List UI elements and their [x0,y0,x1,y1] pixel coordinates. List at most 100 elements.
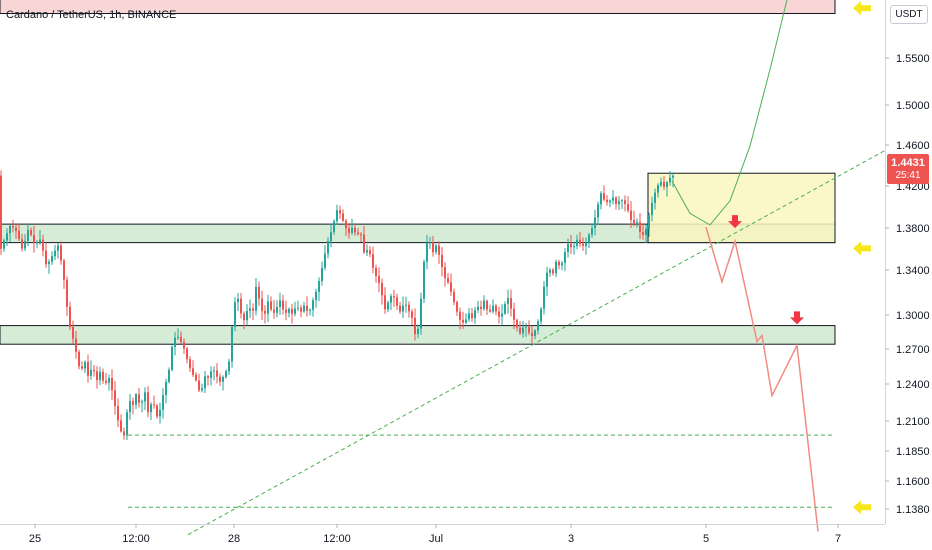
candle [360,234,362,236]
projection-down [705,226,819,532]
candle [168,369,170,382]
candle [528,326,530,333]
candle [378,276,380,283]
time-tick-label: 28 [228,533,240,545]
zone-2 [0,0,836,15]
candle [387,302,389,310]
candle [477,306,479,311]
candle [351,227,353,233]
candle [423,261,425,299]
candle [258,286,260,299]
candle [192,368,194,375]
candle [390,296,392,303]
candle [24,240,26,249]
candle [288,308,290,313]
candle [624,200,626,205]
left-arrow-icon-1 [853,241,871,256]
candles [0,170,674,441]
candle [492,305,494,312]
candle [339,210,341,214]
candle [651,202,653,216]
candle [558,261,560,266]
price-tick-label: 1.1850 [896,446,930,458]
price-tick-label: 1.2700 [896,344,930,356]
candle [411,311,413,318]
candle [0,175,2,249]
candle [507,298,509,304]
candle [273,309,275,313]
candle [213,370,215,372]
candle [114,390,116,407]
candle [333,221,335,233]
candle [486,300,488,310]
candle [81,366,83,369]
candle [567,243,569,252]
price-tick-label: 1.2100 [896,416,930,428]
candle [336,210,338,222]
candle [276,306,278,313]
candle [420,298,422,329]
candle [138,394,140,403]
candle [534,330,536,336]
candle [384,295,386,310]
candle [132,401,134,405]
candle [60,245,62,261]
last-price: 1.4431 [891,157,925,169]
candle [408,304,410,312]
candle [399,305,401,312]
candle [96,371,98,381]
candle [306,305,308,311]
candle [468,313,470,320]
candle [444,267,446,279]
candle [579,239,581,244]
candle [201,388,203,391]
candle [318,280,320,292]
candle [324,253,326,268]
candle [603,193,605,200]
candle [54,250,56,257]
candle [636,222,638,224]
candle [177,336,179,338]
price-tick-label: 1.5000 [896,100,930,112]
candle [156,405,158,417]
candle [648,215,650,229]
candle [345,220,347,229]
candle [363,234,365,253]
candle [117,406,119,421]
candle [219,376,221,382]
candle [441,254,443,268]
candle [129,401,131,413]
candle [297,307,299,309]
time-tick-label: 5 [703,533,709,545]
candle [294,308,296,314]
candle [255,286,257,311]
candle [483,300,485,309]
candle [48,261,50,265]
candle [564,251,566,263]
candle [120,420,122,432]
candle [300,307,302,312]
candle [531,332,533,336]
candle [447,278,449,283]
currency-button[interactable]: USDT [890,5,928,24]
candle [174,337,176,347]
candle [234,302,236,327]
candle [417,328,419,335]
chart-title: Cardano / TetherUS, 1h, BINANCE [6,9,177,21]
price-tick-label: 1.3400 [896,265,930,277]
time-tick-label: 12:00 [122,533,150,545]
price-tick-label: 1.3000 [896,310,930,322]
candle [144,392,146,402]
candle [279,300,281,307]
candle [606,199,608,203]
candle [525,326,527,328]
left-arrow-icon-2 [853,500,871,515]
candle [657,185,659,193]
candle [618,201,620,205]
candle [39,239,41,243]
candle [519,327,521,334]
candle [186,348,188,360]
candle [312,300,314,310]
